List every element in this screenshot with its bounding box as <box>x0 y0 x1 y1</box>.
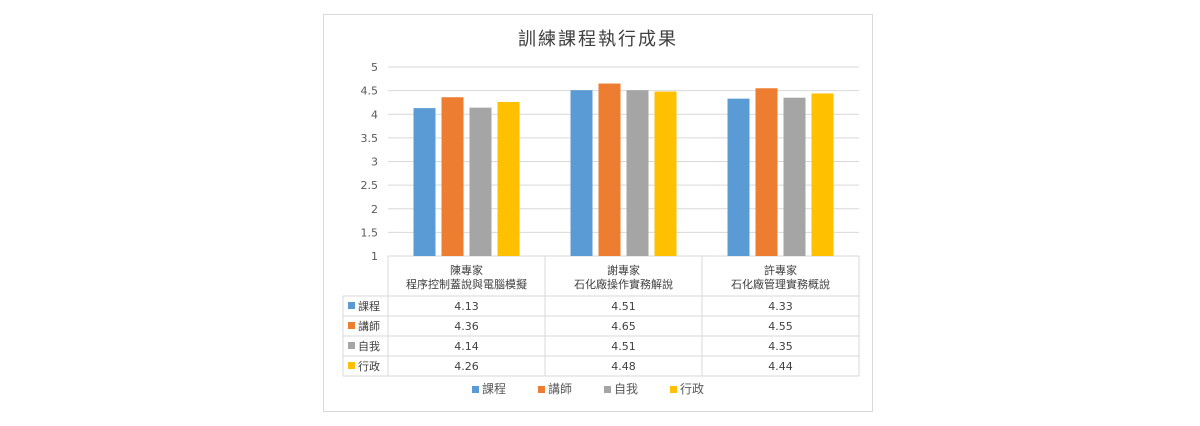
data-label: 4.35 <box>768 340 793 353</box>
data-label: 4.44 <box>768 360 793 373</box>
legend-key <box>348 322 355 329</box>
category-label: 程序控制蓋說與電腦模擬 <box>406 277 527 291</box>
legend-label: 講師 <box>548 381 572 396</box>
legend-swatch <box>604 386 611 393</box>
category-label: 謝專家 <box>607 263 640 277</box>
y-tick-label: 2.5 <box>361 179 379 192</box>
legend-key <box>348 302 355 309</box>
bar-2-1 <box>441 97 464 257</box>
data-label: 4.33 <box>768 300 793 313</box>
table-row-label: 講師 <box>358 319 380 333</box>
y-tick-label: 5 <box>371 61 378 74</box>
y-tick-label: 1.5 <box>361 226 379 239</box>
chart-title: 訓練課程執行成果 <box>518 29 678 50</box>
chart-card: 訓練課程執行成果 1 1.5 2 2.5 3 3.5 4 4.5 5 陳專家 程序控制蓋說與電腦模擬… <box>323 14 873 412</box>
data-label: 4.65 <box>611 320 636 333</box>
legend-swatch <box>670 386 677 393</box>
y-tick-label: 1 <box>371 250 378 263</box>
category-label: 許專家 <box>764 263 797 277</box>
bar-4-3 <box>811 93 834 257</box>
bar-2-2 <box>598 83 621 256</box>
bar-3-3 <box>783 97 806 257</box>
legend-label: 行政 <box>680 382 704 396</box>
category-label: 石化廠管理實務概說 <box>731 277 830 291</box>
legend-label: 課程 <box>482 381 506 396</box>
bar-2-3 <box>755 88 778 256</box>
category-label: 石化廠操作實務解說 <box>574 277 673 291</box>
table-row-label: 自我 <box>358 340 380 353</box>
y-tick-label: 4.5 <box>361 85 379 98</box>
bar-4-1 <box>497 101 520 256</box>
data-label: 4.51 <box>611 340 636 353</box>
table-row-label: 行政 <box>358 359 380 373</box>
bar-3-2 <box>626 90 649 256</box>
bar-4-2 <box>654 91 677 256</box>
table-row-label: 課程 <box>358 299 380 313</box>
legend-key <box>348 362 355 369</box>
data-label: 4.14 <box>454 340 479 353</box>
data-label: 4.36 <box>454 320 479 333</box>
legend-swatch <box>472 386 479 393</box>
y-tick-label: 3 <box>371 156 378 169</box>
data-label: 4.55 <box>768 320 793 333</box>
bar-3-1 <box>469 107 492 256</box>
bar-1-1 <box>413 108 436 256</box>
y-tick-label: 3.5 <box>361 132 379 145</box>
y-tick-label: 4 <box>371 108 378 121</box>
data-label: 4.48 <box>611 360 636 373</box>
bar-chart: 11.522.533.544.55陳專家程序控制蓋說與電腦模擬謝專家石化廠操作實… <box>342 61 860 396</box>
y-tick-label: 2 <box>371 203 378 216</box>
legend-label: 自我 <box>614 382 638 396</box>
category-label: 陳專家 <box>450 263 483 277</box>
bar-1-3 <box>727 98 750 256</box>
legend-swatch <box>538 386 545 393</box>
bar-1-2 <box>570 90 593 256</box>
data-label: 4.51 <box>611 300 636 313</box>
legend-key <box>348 342 355 349</box>
data-label: 4.13 <box>454 300 479 313</box>
data-label: 4.26 <box>454 360 479 373</box>
